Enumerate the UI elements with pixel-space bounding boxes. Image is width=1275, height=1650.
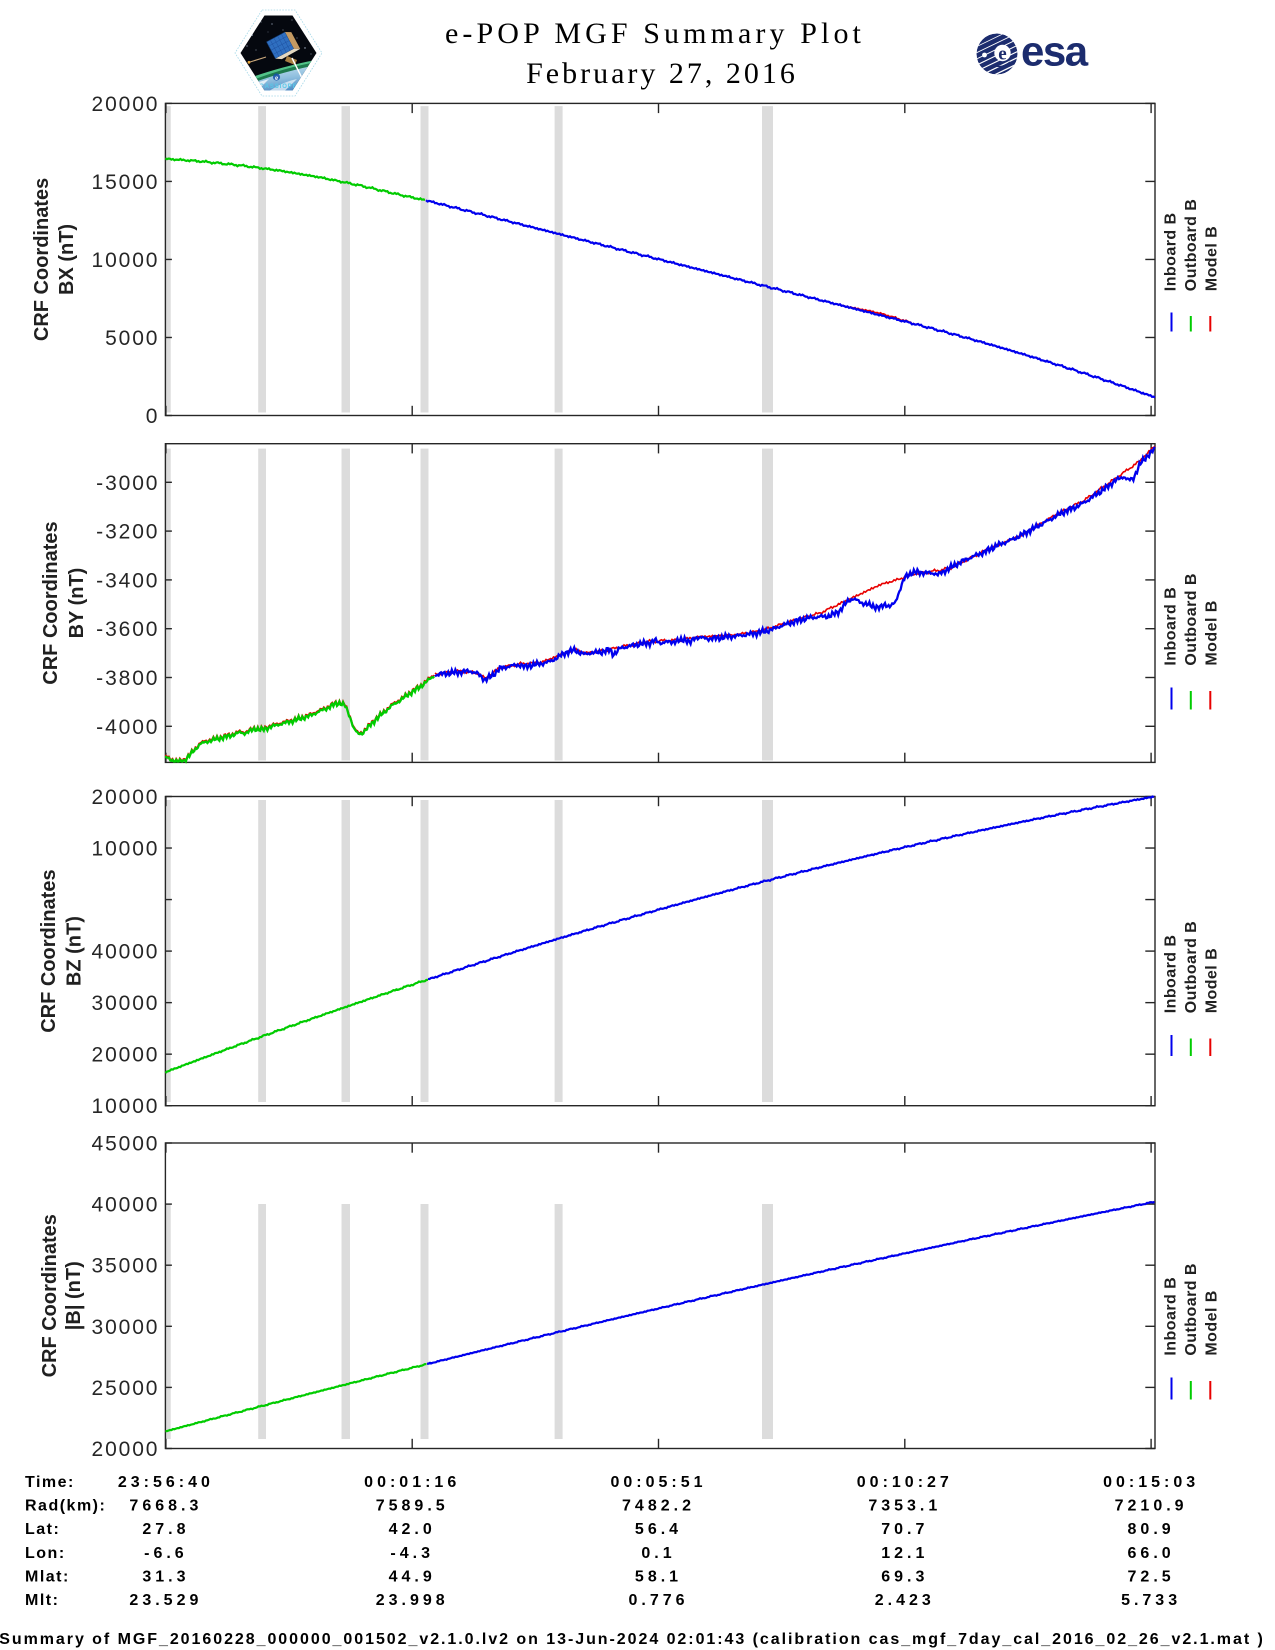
svg-text:66.0: 66.0 xyxy=(1128,1545,1175,1562)
svg-text:10000: 10000 xyxy=(91,838,159,861)
svg-text:10000: 10000 xyxy=(91,1095,159,1118)
svg-text:-3000: -3000 xyxy=(96,472,159,495)
svg-text:00:05:51: 00:05:51 xyxy=(610,1474,706,1491)
svg-text:31.3: 31.3 xyxy=(142,1568,189,1585)
svg-text:7353.1: 7353.1 xyxy=(868,1498,941,1515)
svg-text:12.1: 12.1 xyxy=(881,1545,928,1562)
svg-text:20000: 20000 xyxy=(91,93,159,116)
svg-text:February 27, 2016: February 27, 2016 xyxy=(526,57,798,90)
svg-text:-3400: -3400 xyxy=(96,569,159,592)
svg-text:10000: 10000 xyxy=(91,249,159,272)
svg-text:Outboard B: Outboard B xyxy=(1183,199,1200,292)
svg-text:35000: 35000 xyxy=(91,1255,159,1278)
svg-text:Inboard B: Inboard B xyxy=(1163,587,1180,666)
svg-text:00:01:16: 00:01:16 xyxy=(364,1474,460,1491)
svg-text:e: e xyxy=(998,44,1006,65)
svg-text:25000: 25000 xyxy=(91,1377,159,1400)
svg-text:-3600: -3600 xyxy=(96,618,159,641)
svg-text:e-POP MGF Summary Plot: e-POP MGF Summary Plot xyxy=(445,17,865,50)
svg-text:Outboard B: Outboard B xyxy=(1183,921,1200,1014)
svg-text:20000: 20000 xyxy=(91,1044,159,1067)
svg-text:esa: esa xyxy=(1021,28,1089,75)
svg-text:CASSIOPE: CASSIOPE xyxy=(259,84,297,90)
svg-text:CRF Coordinates: CRF Coordinates xyxy=(31,178,53,341)
svg-text:BX (nT): BX (nT) xyxy=(56,224,78,295)
svg-text:23.998: 23.998 xyxy=(376,1592,449,1609)
svg-text:23.529: 23.529 xyxy=(129,1592,202,1609)
svg-text:30000: 30000 xyxy=(91,1316,159,1339)
svg-text:Outboard B: Outboard B xyxy=(1183,1263,1200,1356)
svg-text:7589.5: 7589.5 xyxy=(376,1498,449,1515)
svg-text:Rad(km):: Rad(km): xyxy=(25,1498,106,1515)
svg-text:5.733: 5.733 xyxy=(1121,1592,1181,1609)
svg-text:Inboard B: Inboard B xyxy=(1163,935,1180,1014)
svg-text:44.9: 44.9 xyxy=(389,1568,436,1585)
svg-text:Model B: Model B xyxy=(1203,226,1220,291)
svg-text:0: 0 xyxy=(146,405,160,428)
svg-text:2.423: 2.423 xyxy=(875,1592,935,1609)
svg-text:Mlat:: Mlat: xyxy=(25,1568,70,1585)
svg-text:7668.3: 7668.3 xyxy=(129,1498,202,1515)
svg-text:-6.6: -6.6 xyxy=(144,1545,188,1562)
svg-text:-4000: -4000 xyxy=(96,716,159,739)
svg-text:CRF Coordinates: CRF Coordinates xyxy=(40,521,62,684)
svg-text:45000: 45000 xyxy=(91,1133,159,1156)
svg-text:40000: 40000 xyxy=(91,941,159,964)
svg-text:00:10:27: 00:10:27 xyxy=(857,1474,953,1491)
svg-text:Outboard B: Outboard B xyxy=(1183,573,1200,666)
svg-text:|B| (nT): |B| (nT) xyxy=(63,1261,85,1330)
svg-text:20000: 20000 xyxy=(91,786,159,809)
svg-text:Model B: Model B xyxy=(1203,948,1220,1013)
svg-text:-3800: -3800 xyxy=(96,667,159,690)
svg-text:Model B: Model B xyxy=(1203,1290,1220,1355)
svg-text:Inboard B: Inboard B xyxy=(1163,212,1180,291)
svg-text:e: e xyxy=(275,74,278,82)
svg-text:-3200: -3200 xyxy=(96,521,159,544)
svg-text:56.4: 56.4 xyxy=(635,1521,682,1538)
svg-text:5000: 5000 xyxy=(105,327,159,350)
svg-text:Lat:: Lat: xyxy=(25,1521,60,1538)
svg-text:58.1: 58.1 xyxy=(635,1568,682,1585)
svg-text:70.7: 70.7 xyxy=(881,1521,928,1538)
svg-text:BY (nT): BY (nT) xyxy=(66,568,88,639)
svg-text:40000: 40000 xyxy=(91,1194,159,1217)
svg-text:BZ (nT): BZ (nT) xyxy=(64,916,86,986)
svg-text:Lon:: Lon: xyxy=(25,1545,66,1562)
svg-text:30000: 30000 xyxy=(91,992,159,1015)
svg-text:0.776: 0.776 xyxy=(628,1592,688,1609)
svg-text:Model B: Model B xyxy=(1203,600,1220,665)
svg-text:20000: 20000 xyxy=(91,1438,159,1461)
svg-text:Mlt:: Mlt: xyxy=(25,1592,59,1609)
svg-text:72.5: 72.5 xyxy=(1128,1568,1175,1585)
svg-text:-4.3: -4.3 xyxy=(390,1545,434,1562)
svg-text:7210.9: 7210.9 xyxy=(1115,1498,1188,1515)
svg-text:0.1: 0.1 xyxy=(641,1545,675,1562)
svg-text:15000: 15000 xyxy=(91,171,159,194)
svg-text:CRF Coordinates: CRF Coordinates xyxy=(39,1214,61,1377)
svg-text:7482.2: 7482.2 xyxy=(622,1498,695,1515)
svg-text:27.8: 27.8 xyxy=(142,1521,189,1538)
svg-text:Summary of MGF_20160228_000000: Summary of MGF_20160228_000000_001502_v2… xyxy=(0,1631,1265,1648)
svg-text:00:15:03: 00:15:03 xyxy=(1103,1474,1199,1491)
svg-text:80.9: 80.9 xyxy=(1128,1521,1175,1538)
svg-text:23:56:40: 23:56:40 xyxy=(118,1474,214,1491)
svg-text:Inboard B: Inboard B xyxy=(1163,1277,1180,1356)
svg-text:69.3: 69.3 xyxy=(881,1568,928,1585)
svg-text:42.0: 42.0 xyxy=(389,1521,436,1538)
svg-text:CRF Coordinates: CRF Coordinates xyxy=(38,869,60,1032)
svg-text:Time:: Time: xyxy=(25,1474,75,1491)
